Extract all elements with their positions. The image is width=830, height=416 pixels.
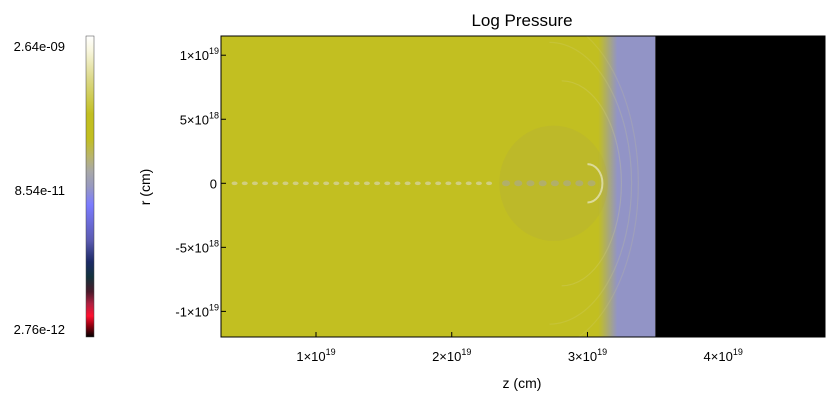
- jet-knot: [363, 181, 370, 186]
- colorbar-max-label: 2.64e-09: [14, 39, 65, 54]
- jet-knot: [272, 181, 279, 186]
- plot-area: 1×1019 2×1019 3×1019 4×1019 1×10 195×10 180-5…: [175, 35, 826, 364]
- jet-knot: [333, 181, 340, 186]
- jet-knot: [514, 180, 523, 187]
- jet-knot: [486, 181, 493, 186]
- bow-shock-arc: [561, 80, 622, 287]
- jet-knot: [302, 181, 309, 186]
- region-ambient-medium: [221, 36, 615, 337]
- jet-knot: [445, 181, 452, 186]
- x-tick-label: 3×1019: [568, 347, 607, 364]
- jet-knot: [313, 181, 320, 186]
- bow-shock-arc: [549, 41, 632, 325]
- jet-knot: [587, 180, 596, 187]
- x-tick-label: 1×1019: [296, 347, 335, 364]
- colorbar-mid-label: 8.54e-11: [15, 183, 65, 198]
- jet-knot: [404, 181, 411, 186]
- jet-knot: [241, 181, 248, 186]
- y-tick-exponent: 18: [209, 238, 219, 248]
- colorbar-min-label: 2.76e-12: [14, 322, 65, 337]
- jet-knot: [475, 181, 482, 186]
- x-tick-label: 4×1019: [704, 347, 743, 364]
- jet-knot: [343, 181, 350, 186]
- y-tick-exponent: 18: [209, 110, 219, 120]
- jet-knot: [455, 181, 462, 186]
- working-surface: [587, 163, 604, 204]
- y-axis-label: r (cm): [137, 169, 153, 206]
- jet-knot: [563, 180, 572, 187]
- y-tick-exponent: 19: [209, 46, 219, 56]
- y-tick-label: 0: [210, 176, 217, 191]
- jet-knot: [414, 181, 421, 186]
- y-tick-label: -5×10: [175, 240, 209, 255]
- jet-knot: [292, 181, 299, 186]
- jet-knot: [262, 181, 269, 186]
- jet-knot: [353, 181, 360, 186]
- flow-features: [231, 36, 639, 337]
- jet-knot: [526, 180, 535, 187]
- jet-knot: [282, 181, 289, 186]
- jet-knot: [231, 181, 238, 186]
- jet-knot: [575, 180, 584, 187]
- jet-knot: [435, 181, 442, 186]
- y-tick-label: -1×10: [175, 304, 209, 319]
- jet-knot: [384, 181, 391, 186]
- shock-transition: [598, 36, 618, 337]
- cocoon: [499, 125, 608, 241]
- jet-knot: [323, 181, 330, 186]
- x-axis-label: z (cm): [503, 375, 542, 391]
- jet-knot: [374, 181, 381, 186]
- pressure-regions: [221, 36, 825, 337]
- plot-frame: [220, 35, 826, 338]
- x-tick-label: 2×1019: [432, 347, 471, 364]
- region-unperturbed: [655, 36, 825, 337]
- jet-knot: [394, 181, 401, 186]
- jet-knot: [538, 180, 547, 187]
- y-axis: 1×10 195×10 180-5×10 18-1×10 19: [175, 46, 226, 319]
- colorbar-gradient: [85, 35, 95, 338]
- y-tick-exponent: 19: [209, 302, 219, 312]
- y-tick-label: 1×10: [180, 48, 209, 63]
- jet-knot: [251, 181, 258, 186]
- y-tick-label: 5×10: [180, 112, 209, 127]
- chart-title: Log Pressure: [471, 11, 572, 30]
- jet-knot: [424, 181, 431, 186]
- region-shocked-shell: [614, 36, 656, 337]
- colorbar: 2.64e-09 8.54e-11 2.76e-12: [14, 35, 95, 338]
- jet-knot: [550, 180, 559, 187]
- bow-shock-arc: [577, 36, 639, 337]
- jet-knot: [502, 180, 511, 187]
- jet-knot: [465, 181, 472, 186]
